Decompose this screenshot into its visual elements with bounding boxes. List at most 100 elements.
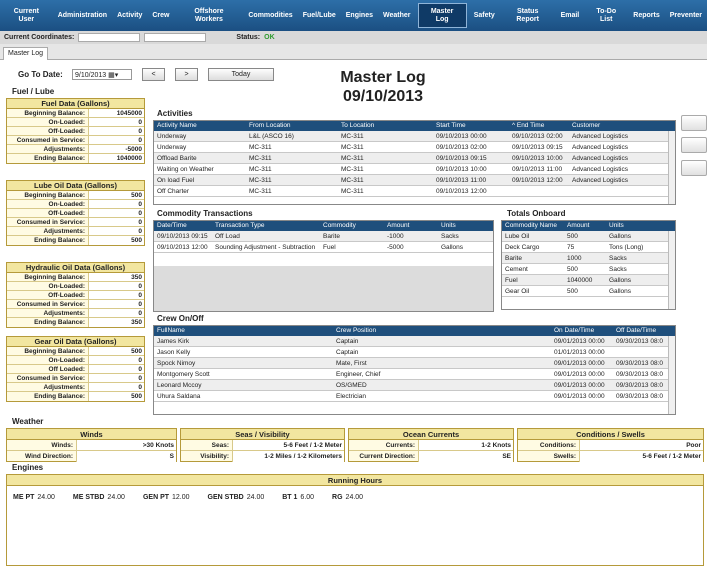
totals-row[interactable]: Lube Oil 500 Gallons: [502, 231, 675, 242]
crew-row[interactable]: Jason Kelly Captain 01/01/2013 00:00: [154, 347, 675, 358]
nav-item-to-do-list[interactable]: To-Do List: [596, 7, 617, 23]
totals-column-header[interactable]: Amount: [567, 222, 590, 229]
commodity-row[interactable]: 09/10/2013 09:15 Off Load Barite -1000 Sacks: [154, 231, 493, 242]
fuel-row: Adjustments: -5000: [7, 145, 144, 154]
activities-grid[interactable]: Activity Name From Location To Location Sta…: [153, 120, 676, 205]
activities-column-header[interactable]: Customer: [572, 122, 601, 129]
totals-grid[interactable]: Commodity Name Amount Units Lube Oil 500 Gall…: [501, 220, 676, 310]
conditions-swells-table: Conditions / Swells Conditions: Poor Swells…: [517, 428, 704, 462]
lube-row-label: Consumed in Service:: [7, 218, 89, 226]
activities-row[interactable]: On load Fuel MC-311 MC-311 09/10/2013 11:00…: [154, 175, 675, 186]
nav-item-reports[interactable]: Reports: [633, 11, 660, 19]
hydraulic-row: On-Loaded: 0: [7, 282, 144, 291]
fuel-row: Off-Loaded: 0: [7, 127, 144, 136]
crew-cell: 09/30/2013 08:0: [616, 393, 663, 400]
activities-column-header[interactable]: Start Time: [436, 122, 466, 129]
activities-cell: Advanced Logistics: [572, 155, 629, 162]
nav-item-master-log[interactable]: Master Log: [417, 3, 467, 28]
today-button[interactable]: Today: [208, 68, 274, 81]
nav-item-status-report[interactable]: Status Report: [516, 7, 539, 23]
activities-row[interactable]: Waiting on Weather MC-311 MC-311 09/10/2013…: [154, 164, 675, 175]
totals-row[interactable]: Gear Oil 500 Gallons: [502, 286, 675, 297]
totals-header-row: Commodity Name Amount Units: [502, 221, 675, 231]
calendar-icon[interactable]: ▦▾: [108, 72, 119, 79]
commodity-grid[interactable]: Date/Time Transaction Type Commodity Amount…: [153, 220, 494, 312]
nav-item-weather[interactable]: Weather: [383, 11, 411, 19]
lube-table-title: Lube Oil Data (Gallons): [7, 181, 144, 191]
side-button-3[interactable]: [681, 160, 707, 176]
activities-row[interactable]: Underway L&L (ASCO 16) MC-311 09/10/2013 00…: [154, 131, 675, 142]
tab-master-log[interactable]: Master Log: [3, 47, 49, 60]
totals-column-header[interactable]: Commodity Name: [505, 222, 558, 229]
nav-item-administration[interactable]: Administration: [57, 11, 108, 19]
crew-row[interactable]: Leonard Mccoy OS/GMED 09/01/2013 00:00 09/3…: [154, 380, 675, 391]
totals-row[interactable]: Fuel 1040000 Gallons: [502, 275, 675, 286]
crew-grid[interactable]: FullName Crew Position On Date/Time Off Dat…: [153, 325, 676, 415]
winds-table: Winds Winds: >30 Knots Wind Direction: S: [6, 428, 177, 462]
totals-column-header[interactable]: Units: [609, 222, 624, 229]
crew-column-header[interactable]: Off Date/Time: [616, 327, 657, 334]
nav-item-offshore-workers[interactable]: Offshore Workers: [194, 7, 224, 23]
commodity-column-header[interactable]: Date/Time: [157, 222, 187, 229]
nav-item-fuel-lube[interactable]: Fuel/Lube: [302, 11, 336, 19]
crew-column-header[interactable]: Crew Position: [336, 327, 377, 334]
activities-cell: MC-311: [341, 133, 364, 140]
activities-column-header[interactable]: From Location: [249, 122, 291, 129]
nav-item-crew[interactable]: Crew: [152, 11, 170, 19]
tab-bar: Master Log: [0, 44, 707, 60]
page-title-main: Master Log: [340, 69, 426, 86]
gear-row: Beginning Balance: 500: [7, 347, 144, 356]
activities-cell: MC-311: [249, 166, 272, 173]
totals-row[interactable]: Barite 1000 Sacks: [502, 253, 675, 264]
hydraulic-table-title: Hydraulic Oil Data (Gallons): [7, 263, 144, 273]
crew-scrollbar[interactable]: [668, 336, 675, 414]
crew-cell: 09/30/2013 08:0: [616, 360, 663, 367]
crew-row[interactable]: Spock Nimoy Mate, First 09/01/2013 00:00 09…: [154, 358, 675, 369]
side-button-1[interactable]: [681, 115, 707, 131]
commodity-column-header[interactable]: Units: [441, 222, 456, 229]
crew-row[interactable]: Uhura Saldana Electrician 09/01/2013 00:00…: [154, 391, 675, 402]
totals-row[interactable]: Deck Cargo 75 Tons (Long): [502, 242, 675, 253]
activities-row[interactable]: Underway MC-311 MC-311 09/10/2013 02:00 09/1…: [154, 142, 675, 153]
commodity-column-header[interactable]: Transaction Type: [215, 222, 265, 229]
latitude-input[interactable]: [78, 33, 141, 42]
cond-title: Conditions / Swells: [518, 429, 703, 440]
crew-row[interactable]: Montgomery Scott Engineer, Chief 09/01/201…: [154, 369, 675, 380]
next-date-button[interactable]: >: [175, 68, 198, 81]
nav-item-current-user[interactable]: Current User: [13, 7, 39, 23]
prev-date-button[interactable]: <: [142, 68, 165, 81]
activities-column-header[interactable]: To Location: [341, 122, 375, 129]
winds-value: >30 Knots: [77, 440, 176, 450]
nav-item-activity[interactable]: Activity: [117, 11, 143, 19]
nav-item-commodities[interactable]: Commodities: [248, 11, 293, 19]
longitude-input[interactable]: [144, 33, 207, 42]
activities-cell: MC-311: [341, 144, 364, 151]
activities-column-header[interactable]: ^ End Time: [512, 122, 545, 129]
totals-row[interactable]: Cement 500 Sacks: [502, 264, 675, 275]
activities-row[interactable]: Offload Barite MC-311 MC-311 09/10/2013 09:…: [154, 153, 675, 164]
hydraulic-row-value: 350: [89, 318, 144, 327]
nav-item-safety[interactable]: Safety: [473, 11, 495, 19]
activities-scrollbar[interactable]: [668, 131, 675, 204]
activities-row[interactable]: Off Charter MC-311 MC-311 09/10/2013 12:00: [154, 186, 675, 197]
activities-column-header[interactable]: Activity Name: [157, 122, 197, 129]
nav-item-email[interactable]: Email: [560, 11, 580, 19]
commodity-column-header[interactable]: Commodity: [323, 222, 356, 229]
totals-cell: Lube Oil: [505, 233, 530, 240]
commodity-row[interactable]: 09/10/2013 12:00 Sounding Adjustment - Su…: [154, 242, 493, 253]
crew-column-header[interactable]: FullName: [157, 327, 185, 334]
commodity-column-header[interactable]: Amount: [387, 222, 410, 229]
crew-cell: Captain: [336, 349, 359, 356]
totals-scrollbar[interactable]: [668, 231, 675, 309]
activities-cell: MC-311: [249, 177, 272, 184]
crew-column-header[interactable]: On Date/Time: [554, 327, 595, 334]
date-picker[interactable]: 9/10/2013 ▦▾: [72, 69, 132, 80]
crew-row[interactable]: James Kirk Captain 09/01/2013 00:00 09/30/2…: [154, 336, 675, 347]
gear-row: Off Loaded: 0: [7, 365, 144, 374]
side-button-2[interactable]: [681, 137, 707, 153]
activities-cell: 09/10/2013 02:00: [436, 144, 487, 151]
nav-item-engines[interactable]: Engines: [345, 11, 373, 19]
fuel-table-title: Fuel Data (Gallons): [7, 99, 144, 109]
nav-item-preventer[interactable]: Preventer: [669, 11, 703, 19]
activities-cell: Underway: [157, 144, 187, 151]
